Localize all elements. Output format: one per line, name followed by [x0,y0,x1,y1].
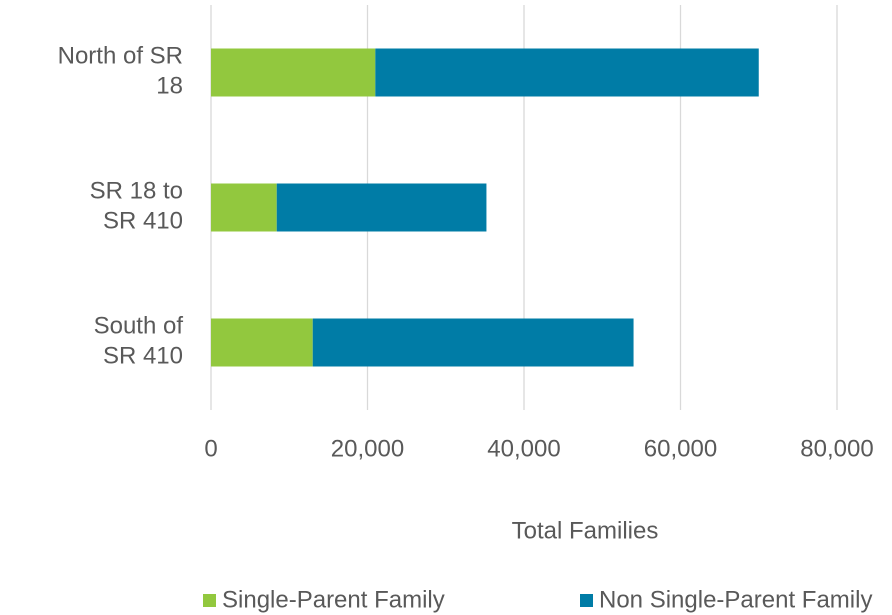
x-tick-label: 80,000 [800,435,873,462]
x-axis-title: Total Families [512,517,659,544]
bar-segment [211,48,376,97]
x-tick-label: 40,000 [487,435,560,462]
bar-segment [312,318,634,367]
legend-swatch [580,594,593,607]
legend-label: Non Single-Parent Family [599,586,872,613]
legend-label: Single-Parent Family [222,586,445,613]
x-tick-label: 60,000 [644,435,717,462]
bar-segment [211,183,277,232]
x-tick-label: 0 [204,435,217,462]
bar-segment [211,318,313,367]
legend-swatch [203,594,216,607]
x-tick-label: 20,000 [331,435,404,462]
bar-segment [276,183,487,232]
y-tick-label: North of SR 18 [58,43,183,100]
y-tick-label: SR 18 to SR 410 [90,178,183,235]
y-tick-label: South of SR 410 [94,313,184,370]
bar-segment [375,48,759,97]
